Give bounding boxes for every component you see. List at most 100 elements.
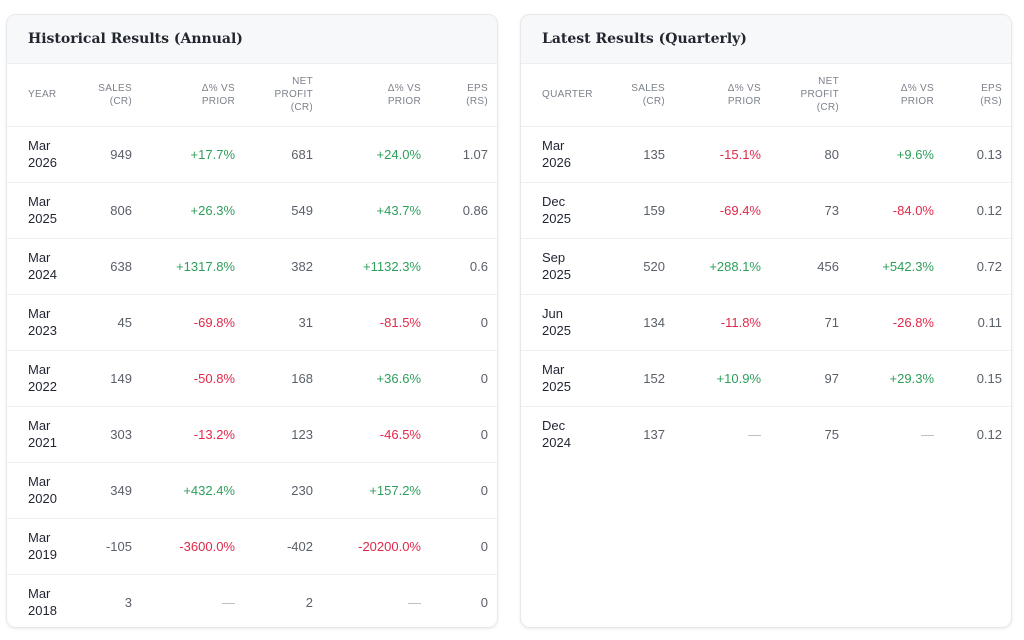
period-cell: Mar 2026 <box>521 126 605 183</box>
period-cell: Mar 2018 <box>28 586 57 619</box>
sales-cell: 159 <box>605 182 675 239</box>
table-row: Mar 2025 806 +26.3% 549 +43.7% 0.86 <box>7 182 497 239</box>
table-row: Mar 2022 149 -50.8% 168 +36.6% 0 <box>7 350 497 407</box>
profit-change-cell: -46.5% <box>323 406 431 463</box>
column-header-period[interactable]: QUARTER <box>521 64 605 127</box>
sales-cell: -105 <box>91 518 142 575</box>
column-header-net-profit[interactable]: NET PROFIT (CR) <box>771 64 849 127</box>
column-header-sales[interactable]: SALES (CR) <box>91 64 142 127</box>
sales-change-cell: -3600.0% <box>142 518 245 575</box>
sales-cell: 135 <box>605 126 675 183</box>
card-header: Historical Results (Annual) <box>7 15 497 64</box>
table-row: Jun 2025 134 -11.8% 71 -26.8% 0.11 <box>521 294 1011 351</box>
profit-change-cell: +43.7% <box>323 182 431 239</box>
net-profit-cell: 97 <box>771 350 849 407</box>
column-header-sales-change[interactable]: Δ% VS PRIOR <box>675 64 771 127</box>
eps-cell: 0 <box>431 462 497 519</box>
table-row: Dec 2025 159 -69.4% 73 -84.0% 0.12 <box>521 182 1011 239</box>
annual-results-table: YEAR SALES (CR) Δ% VS PRIOR NET PROFIT (CR) Δ% V… <box>7 64 497 627</box>
card-title: Latest Results (Quarterly) <box>542 31 747 47</box>
net-profit-cell: 230 <box>245 462 323 519</box>
quarterly-results-table: QUARTER SALES (CR) Δ% VS PRIOR NET PROFIT (CR) Δ… <box>521 64 1011 462</box>
eps-cell: 0 <box>431 518 497 575</box>
net-profit-cell: 73 <box>771 182 849 239</box>
profit-change-cell: +29.3% <box>849 350 944 407</box>
net-profit-cell: 456 <box>771 238 849 295</box>
sales-cell: 152 <box>605 350 675 407</box>
header-row: YEAR SALES (CR) Δ% VS PRIOR NET PROFIT (CR) Δ% V… <box>7 64 497 127</box>
sales-change-cell: -13.2% <box>142 406 245 463</box>
sales-change-cell: +288.1% <box>675 238 771 295</box>
table-row: Sep 2025 520 +288.1% 456 +542.3% 0.72 <box>521 238 1011 295</box>
card-title: Historical Results (Annual) <box>28 31 243 47</box>
eps-cell: 0 <box>431 406 497 463</box>
profit-change-cell: -84.0% <box>849 182 944 239</box>
eps-cell: 0.12 <box>976 426 1002 442</box>
profit-change-cell: +542.3% <box>849 238 944 295</box>
period-cell: Mar 2025 <box>7 182 91 239</box>
quarterly-results-card: Latest Results (Quarterly) QUARTER SALES(… <box>520 14 1012 628</box>
column-header-sales[interactable]: SALES (CR) <box>605 64 675 127</box>
period-cell: Dec 2025 <box>521 182 605 239</box>
sales-change-cell: +17.7% <box>142 126 245 183</box>
column-header-sales-change[interactable]: Δ% VS PRIOR <box>142 64 245 127</box>
profit-change-cell: — <box>921 426 934 442</box>
sales-change-cell: +26.3% <box>142 182 245 239</box>
column-header-net-profit[interactable]: NET PROFIT (CR) <box>245 64 323 127</box>
eps-cell: 0.6 <box>431 238 497 295</box>
table-row: Mar 2019 -105 -3600.0% -402 -20200.0% 0 <box>7 518 497 575</box>
eps-cell: 0.13 <box>944 126 1011 183</box>
net-profit-cell: 168 <box>245 350 323 407</box>
net-profit-cell: -402 <box>245 518 323 575</box>
column-header-eps[interactable]: EPS (RS) <box>944 64 1011 127</box>
period-cell: Dec 2024 <box>542 418 571 451</box>
column-header-profit-change[interactable]: Δ% VS PRIOR <box>323 64 431 127</box>
sales-cell: 349 <box>91 462 142 519</box>
sales-cell: 3 <box>124 594 132 610</box>
profit-change-cell: — <box>408 594 421 610</box>
table-row: Mar 2026 949 +17.7% 681 +24.0% 1.07 <box>7 126 497 183</box>
net-profit-cell: 31 <box>245 294 323 351</box>
profit-change-cell: +157.2% <box>323 462 431 519</box>
sales-cell: 134 <box>605 294 675 351</box>
sales-cell: 45 <box>91 294 142 351</box>
table-row: Mar 2023 45 -69.8% 31 -81.5% 0 <box>7 294 497 351</box>
profit-change-cell: -20200.0% <box>323 518 431 575</box>
sales-cell: 149 <box>91 350 142 407</box>
net-profit-cell: 382 <box>245 238 323 295</box>
eps-cell: 0.72 <box>944 238 1011 295</box>
profit-change-cell: +1132.3% <box>323 238 431 295</box>
table-row: Mar 2020 349 +432.4% 230 +157.2% 0 <box>7 462 497 519</box>
eps-cell: 0.15 <box>944 350 1011 407</box>
period-cell: Sep 2025 <box>521 238 605 295</box>
column-header-period[interactable]: YEAR <box>7 64 91 127</box>
net-profit-cell: 75 <box>824 426 839 442</box>
net-profit-cell: 2 <box>305 594 313 610</box>
profit-change-cell: +36.6% <box>323 350 431 407</box>
net-profit-cell: 549 <box>245 182 323 239</box>
period-cell: Mar 2025 <box>521 350 605 407</box>
eps-cell: 0.86 <box>431 182 497 239</box>
table-row: Mar 2021 303 -13.2% 123 -46.5% 0 <box>7 406 497 463</box>
sales-change-cell: -69.4% <box>675 182 771 239</box>
sales-change-cell: +1317.8% <box>142 238 245 295</box>
column-header-eps[interactable]: EPS (RS) <box>431 64 497 127</box>
eps-cell: 0 <box>431 294 497 351</box>
column-header-profit-change[interactable]: Δ% VS PRIOR <box>849 64 944 127</box>
profit-change-cell: +9.6% <box>849 126 944 183</box>
period-cell: Mar 2021 <box>7 406 91 463</box>
sales-change-cell: -15.1% <box>675 126 771 183</box>
table-row: Mar 2026 135 -15.1% 80 +9.6% 0.13 <box>521 126 1011 183</box>
eps-cell: 0.12 <box>944 182 1011 239</box>
table-row: Mar 2024 638 +1317.8% 382 +1132.3% 0.6 <box>7 238 497 295</box>
profit-change-cell: -81.5% <box>323 294 431 351</box>
net-profit-cell: 80 <box>771 126 849 183</box>
period-cell: Mar 2019 <box>7 518 91 575</box>
sales-cell: 638 <box>91 238 142 295</box>
sales-change-cell: +10.9% <box>675 350 771 407</box>
profit-change-cell: -26.8% <box>849 294 944 351</box>
eps-cell: 0 <box>431 350 497 407</box>
profit-change-cell: +24.0% <box>323 126 431 183</box>
card-header: Latest Results (Quarterly) <box>521 15 1011 64</box>
sales-cell: 806 <box>91 182 142 239</box>
